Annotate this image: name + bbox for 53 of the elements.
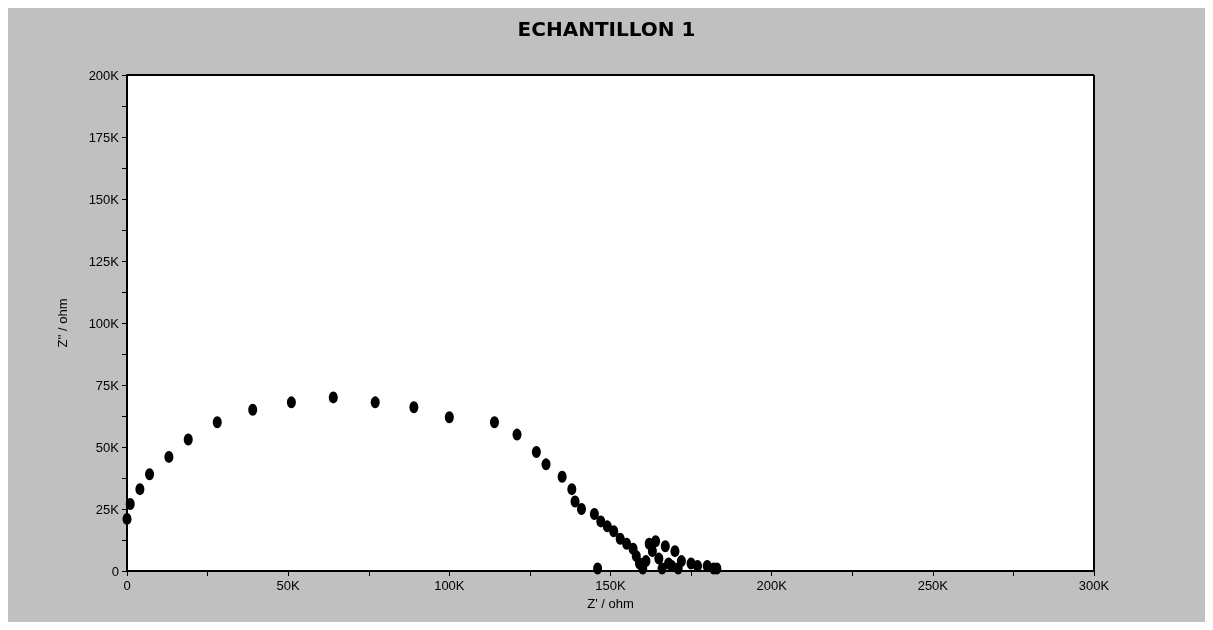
point [589, 507, 599, 520]
point [676, 555, 686, 568]
point [183, 433, 193, 446]
y-tick-label: 150K [88, 191, 120, 207]
x-tick-label: 50K [276, 578, 301, 593]
chart-title: ECHANTILLON 1 [517, 17, 696, 41]
point [145, 468, 155, 481]
point [444, 411, 454, 424]
point [651, 535, 661, 548]
point [541, 458, 551, 471]
point [328, 391, 338, 404]
y-tick-label: 0 [111, 563, 119, 579]
point [531, 445, 541, 458]
point [670, 545, 680, 558]
point [122, 512, 132, 525]
y-tick-label: 50K [95, 439, 120, 455]
point [622, 537, 632, 550]
point [512, 428, 522, 441]
x-tick-label: 0 [123, 578, 131, 593]
point [489, 416, 499, 429]
point [647, 545, 657, 558]
point [660, 540, 670, 553]
point [125, 498, 135, 511]
x-tick-label: 300K [1078, 578, 1110, 593]
point [248, 403, 258, 416]
point [570, 495, 580, 508]
point [286, 396, 296, 409]
x-tick-label: 200K [756, 578, 788, 593]
point [135, 483, 145, 496]
point [577, 503, 586, 515]
point [370, 396, 380, 409]
point [641, 555, 651, 568]
x-axis-title: Z' / ohm [587, 595, 634, 611]
y-tick-label: 175K [88, 129, 120, 145]
point [593, 562, 603, 575]
point [212, 416, 222, 429]
y-tick-label: 200K [88, 67, 120, 83]
point [602, 520, 612, 533]
y-tick-label: 100K [88, 315, 120, 331]
point [409, 401, 419, 414]
x-tick-label: 150K [595, 578, 626, 593]
y-tick-label: 25K [95, 501, 120, 517]
x-tick-label: 250K [917, 578, 949, 593]
point [557, 470, 567, 483]
y-tick-label: 125K [88, 253, 120, 269]
x-tick-label: 100K [434, 578, 465, 593]
y-tick-label: 75K [95, 377, 120, 393]
point [567, 483, 577, 496]
y-axis-title: Z'' / ohm [55, 298, 70, 348]
point [164, 450, 174, 463]
point [596, 515, 606, 528]
point [609, 525, 619, 538]
point [654, 552, 664, 565]
